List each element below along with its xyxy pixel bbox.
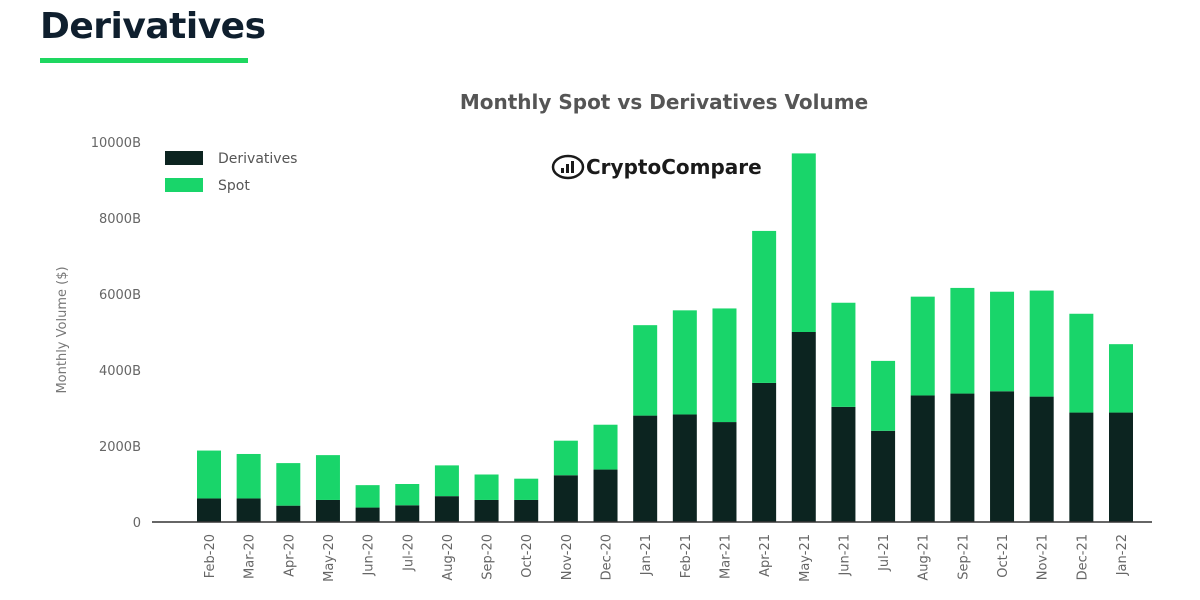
bar-spot-sep-20 [474,474,499,500]
x-tick-label: Nov-21 [1036,534,1051,580]
bar-spot-mar-20 [236,453,261,499]
bar-spot-dec-21 [1069,313,1094,413]
x-tick-label: Sep-20 [481,534,496,580]
bar-spot-jul-21 [871,360,896,431]
x-tick-label: May-21 [798,534,813,582]
legend: Derivatives Spot [165,151,297,194]
bars [197,153,1133,522]
x-tick-label: May-20 [322,534,337,582]
x-tick-label: Oct-20 [520,534,535,578]
x-tick-label: Jun-20 [362,534,377,577]
cryptocompare-logo-icon [551,154,585,180]
bar-derivatives-oct-21 [990,391,1015,522]
x-axis-ticks: Feb-20 Mar-20 Apr-20 May-20 Jun-20 Jul-20 Aug-… [203,534,1130,582]
bar-spot-jan-21 [633,325,658,416]
logo-text: CryptoCompare [586,155,762,179]
y-tick-label: 2000B [99,440,141,455]
x-tick-label: Jul-21 [877,534,892,572]
bar-derivatives-mar-21 [712,422,737,522]
bar-derivatives-jan-21 [633,415,658,522]
x-tick-label: Dec-20 [600,534,615,580]
bar-derivatives-apr-20 [276,505,301,522]
bar-spot-dec-20 [593,424,618,470]
bar-spot-may-20 [315,455,340,500]
x-tick-label: Aug-20 [441,534,456,581]
chart-title: Monthly Spot vs Derivatives Volume [460,90,868,114]
bar-derivatives-jul-21 [871,430,896,522]
x-tick-label: Mar-21 [718,534,733,579]
bar-spot-nov-21 [1029,290,1054,397]
x-tick-label: Jan-22 [1115,534,1130,576]
bar-derivatives-feb-20 [197,498,221,522]
bar-derivatives-apr-21 [752,382,777,522]
x-tick-label: Aug-21 [917,534,932,581]
legend-swatch-spot [165,178,203,192]
x-tick-label: Apr-21 [758,534,773,577]
bar-spot-sep-21 [950,287,975,394]
bar-derivatives-may-21 [791,332,816,522]
bar-spot-nov-20 [553,440,578,476]
bar-derivatives-mar-20 [236,498,261,522]
y-axis-label: Monthly Volume ($) [55,266,70,393]
x-tick-label: Jul-20 [401,534,416,572]
x-tick-label: Dec-21 [1075,534,1090,580]
bar-derivatives-jun-21 [831,406,856,522]
x-tick-label: Jun-21 [837,534,852,577]
bar-derivatives-nov-20 [553,475,578,522]
x-tick-label: Jan-21 [639,534,654,576]
y-tick-label: 4000B [99,364,141,379]
legend-swatch-derivatives [165,151,203,165]
x-tick-label: Sep-21 [956,534,971,580]
bar-derivatives-jan-22 [1109,412,1133,522]
x-tick-label: Feb-21 [679,534,694,578]
y-tick-label: 0 [133,516,141,531]
bar-spot-jun-21 [831,302,856,407]
cryptocompare-logo: CryptoCompare [551,154,762,180]
bar-derivatives-may-20 [315,499,340,522]
bar-derivatives-dec-21 [1069,412,1094,522]
bar-spot-mar-21 [712,308,737,423]
bar-spot-aug-21 [910,296,935,396]
y-tick-label: 10000B [91,136,141,151]
x-tick-label: Mar-20 [243,534,258,579]
page-title: Derivatives [40,6,266,47]
bar-spot-aug-20 [434,465,459,497]
bar-derivatives-sep-20 [474,499,499,522]
x-tick-label: Oct-21 [996,534,1011,578]
bar-spot-oct-20 [514,478,539,500]
bar-derivatives-feb-21 [672,414,697,522]
y-axis-ticks: 0 2000B 4000B 6000B 8000B 10000B [91,136,141,531]
y-tick-label: 8000B [99,212,141,227]
bar-derivatives-jun-20 [355,507,380,522]
bar-spot-jun-20 [355,485,380,508]
bar-derivatives-jul-20 [395,505,420,522]
bar-derivatives-oct-20 [514,499,539,522]
bar-derivatives-dec-20 [593,469,618,522]
bar-spot-jan-22 [1109,344,1133,413]
bar-spot-jul-20 [395,484,420,506]
legend-label-derivatives: Derivatives [218,151,297,167]
bar-derivatives-aug-20 [434,496,459,522]
legend-label-spot: Spot [218,178,250,194]
bar-derivatives-sep-21 [950,393,975,522]
x-tick-label: Feb-20 [203,534,218,578]
bar-derivatives-nov-21 [1029,396,1054,522]
title-underline [40,58,248,63]
bar-spot-apr-21 [752,230,777,383]
bar-spot-apr-20 [276,463,301,506]
x-tick-label: Nov-20 [560,534,575,580]
bar-spot-oct-21 [990,291,1015,392]
y-tick-label: 6000B [99,288,141,303]
bar-derivatives-aug-21 [910,395,935,522]
bar-spot-feb-21 [672,310,697,415]
bar-spot-may-21 [791,153,816,332]
x-tick-label: Apr-20 [282,534,297,577]
bar-spot-feb-20 [197,450,221,499]
